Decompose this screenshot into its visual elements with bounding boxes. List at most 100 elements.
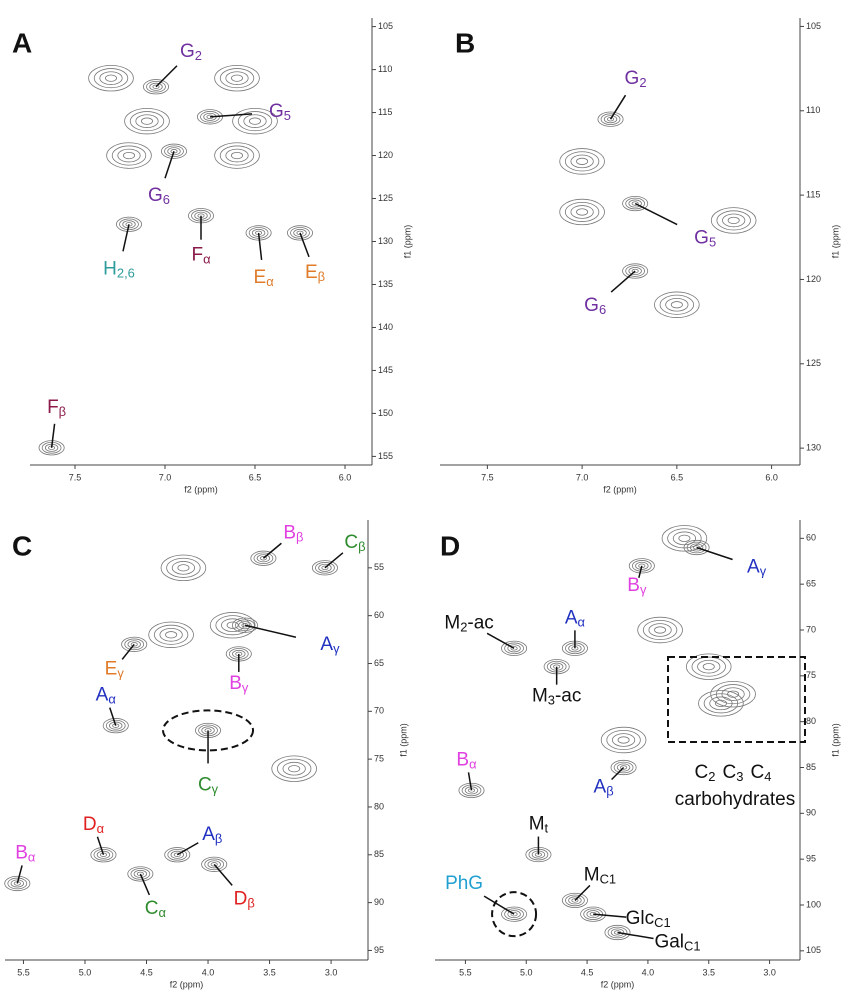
contour (238, 621, 252, 630)
leader-line (593, 913, 627, 918)
contour (510, 911, 518, 917)
annotation-label: Dβ (234, 888, 255, 910)
dashed-outline (162, 709, 255, 752)
contour (667, 528, 702, 549)
y-tick-label: 150 (378, 408, 393, 418)
label-base: G (148, 185, 163, 206)
annotation-label: MC1 (584, 864, 616, 886)
x-tick-label: 4.0 (202, 967, 215, 977)
contour (96, 850, 111, 859)
y-tick-label: 85 (374, 849, 384, 859)
contour (559, 148, 605, 175)
y-tick-label: 125 (806, 358, 821, 368)
label-sub: α (158, 905, 166, 920)
y-tick-label: 115 (806, 189, 820, 199)
contour (693, 545, 701, 550)
annotation-label: Bγ (627, 575, 647, 597)
contour (628, 267, 642, 276)
y-axis-label: f1 (ppm) (398, 723, 408, 757)
y-tick-label: 70 (806, 624, 816, 634)
contour (507, 644, 521, 653)
contour (606, 730, 641, 751)
x-tick-label: 3.0 (763, 967, 776, 977)
leader-line (209, 113, 253, 118)
y-tick-label: 70 (374, 706, 384, 716)
contour (616, 763, 631, 772)
contour (140, 117, 153, 125)
leader-line (164, 151, 175, 179)
contour (105, 719, 126, 732)
contour (167, 147, 181, 156)
contour (722, 213, 746, 228)
contour (124, 638, 145, 651)
contour (576, 157, 589, 165)
label-sub: 6 (163, 193, 170, 208)
contour (617, 736, 630, 744)
panel-letter: D (440, 530, 460, 561)
contour (149, 82, 163, 91)
contour (135, 114, 159, 128)
x-tick-label: 5.0 (520, 967, 533, 977)
annotation-label: G2 (625, 68, 647, 90)
contour (628, 558, 655, 574)
label-sub: α (28, 850, 36, 865)
y-tick-label: 105 (378, 21, 393, 31)
contour (248, 117, 261, 125)
label-base: PhG (445, 873, 483, 894)
contour (160, 143, 187, 159)
y-tick-label: 105 (806, 945, 821, 955)
leader-line (244, 624, 297, 638)
annotation-label: C3 (723, 762, 744, 784)
contour (604, 924, 631, 941)
contour (133, 869, 148, 878)
panel-letter: A (12, 27, 32, 58)
contour (631, 201, 639, 206)
label-base: C (198, 774, 212, 795)
contour (166, 557, 201, 578)
contour (625, 197, 646, 210)
y-tick-label: 130 (378, 236, 393, 246)
contour (129, 111, 165, 132)
label-sub: C1 (684, 939, 701, 954)
contour (504, 908, 524, 920)
contour (121, 636, 148, 652)
contour (282, 761, 306, 776)
contour (698, 690, 744, 717)
x-tick-label: 5.5 (17, 967, 30, 977)
leader-line (696, 546, 733, 561)
label-base: B (627, 575, 640, 596)
leader-line (574, 884, 591, 901)
y-tick-label: 120 (806, 274, 821, 284)
label-sub: α (108, 692, 116, 707)
contour (231, 617, 258, 633)
panel-letter: C (12, 530, 32, 561)
contour (597, 111, 624, 127)
x-tick-label: 7.5 (481, 472, 494, 482)
annotation-label: Mt (529, 814, 549, 836)
y-tick-label: 145 (378, 365, 393, 375)
label-base: A (747, 557, 760, 578)
contour (507, 910, 521, 919)
y-tick-label: 85 (806, 762, 816, 772)
contour (142, 79, 169, 95)
contour (293, 228, 307, 237)
contour (458, 782, 485, 799)
label-after: -ac (467, 612, 493, 633)
x-tick-label: 3.0 (325, 967, 338, 977)
contour (230, 74, 243, 82)
annotation-label: Cβ (344, 532, 365, 554)
label-sub: γ (640, 582, 647, 597)
label-base: C (751, 762, 765, 783)
label-sub: 2 (639, 76, 646, 91)
contour (622, 263, 649, 279)
contour (123, 151, 136, 160)
label-sub: t (545, 821, 549, 836)
label-sub: α (578, 615, 586, 630)
y-tick-label: 90 (374, 897, 384, 907)
contour (727, 216, 740, 225)
contour (117, 148, 141, 163)
y-tick-label: 100 (806, 899, 821, 909)
contour (622, 195, 649, 212)
contour (628, 199, 642, 208)
annotation-label: M2-ac (444, 612, 493, 634)
